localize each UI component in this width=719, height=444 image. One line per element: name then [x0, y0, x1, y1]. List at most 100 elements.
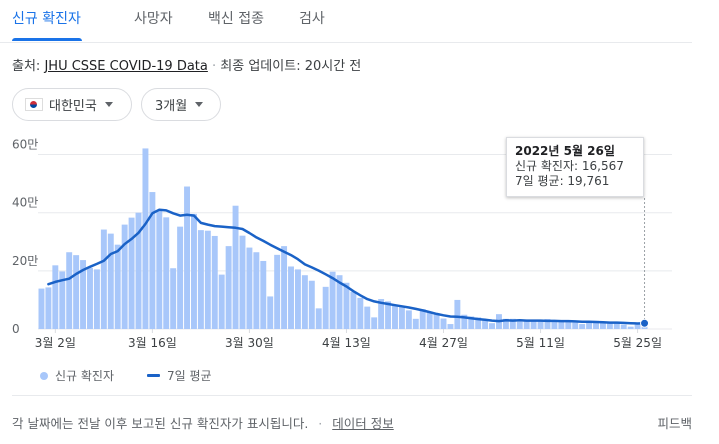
- footer-text: 각 날짜에는 전날 이후 보고된 신규 확진자가 표시됩니다.: [12, 416, 309, 431]
- feedback-link[interactable]: 피드백: [657, 416, 692, 431]
- bar: [288, 266, 294, 329]
- bar: [385, 301, 392, 329]
- x-tick-label: 5월 25일: [613, 336, 662, 350]
- tab-testing[interactable]: 검사: [299, 11, 325, 27]
- period-dropdown[interactable]: 3개월: [141, 88, 221, 121]
- bar: [315, 308, 322, 329]
- bar: [170, 268, 177, 329]
- legend-label-new-cases: 신규 확진자: [55, 369, 115, 383]
- bar: [343, 282, 350, 329]
- x-tick-label: 4월 13일: [322, 336, 371, 350]
- legend-item-new-cases: 신규 확진자: [40, 367, 114, 384]
- south-korea-flag-icon: [25, 98, 43, 111]
- bar: [128, 217, 135, 329]
- source-link[interactable]: JHU CSSE COVID-19 Data: [44, 59, 208, 74]
- tab-bar: 신규 확진자 사망자 백신 접종 검사: [0, 0, 692, 43]
- bar: [197, 230, 204, 329]
- bar: [502, 318, 509, 329]
- bar: [405, 310, 412, 329]
- bar: [301, 275, 308, 329]
- bar: [398, 306, 405, 329]
- bar: [135, 212, 142, 329]
- chevron-down-icon: [195, 102, 204, 107]
- divider: [12, 395, 692, 396]
- bar: [177, 226, 184, 329]
- y-tick-label: 0: [12, 322, 20, 336]
- y-tick-label: 60만: [12, 138, 38, 152]
- period-label: 3개월: [155, 99, 188, 114]
- bar: [392, 305, 398, 329]
- tooltip-average: 7일 평균: 19,761: [515, 174, 610, 188]
- bar: [149, 192, 156, 329]
- legend-item-average: 7일 평균: [147, 367, 212, 384]
- bar: [523, 320, 530, 329]
- bar: [613, 323, 620, 329]
- bar: [599, 322, 606, 329]
- bar: [114, 244, 121, 329]
- bar: [204, 230, 211, 329]
- bar: [281, 246, 288, 329]
- bar: [246, 247, 253, 329]
- legend-line-icon: [147, 374, 160, 377]
- bar: [52, 265, 59, 329]
- bar: [93, 269, 100, 329]
- legend-dot-icon: [40, 371, 48, 380]
- bar: [211, 235, 218, 329]
- bar: [426, 312, 433, 329]
- active-tab-indicator: [12, 38, 82, 41]
- bar: [433, 314, 440, 329]
- bar: [184, 186, 190, 329]
- bar: [191, 213, 197, 329]
- x-tick-label: 5월 11일: [516, 336, 565, 350]
- y-tick-label: 40만: [12, 196, 38, 210]
- bar: [482, 319, 489, 329]
- bar: [606, 322, 613, 329]
- tooltip-new-cases: 신규 확진자: 16,567: [515, 159, 624, 173]
- bar: [371, 317, 378, 329]
- source-separator: ·: [212, 59, 217, 74]
- bar: [537, 320, 544, 329]
- x-tick-label: 3월 30일: [225, 336, 274, 350]
- bar: [232, 205, 239, 329]
- tab-new-cases[interactable]: 신규 확진자: [12, 11, 81, 27]
- highlight-point: [640, 318, 650, 328]
- source-prefix: 출처:: [12, 59, 41, 74]
- chevron-down-icon: [104, 102, 113, 107]
- bar: [551, 320, 558, 329]
- tab-vaccinations[interactable]: 백신 접종: [208, 11, 264, 27]
- bar: [419, 309, 426, 329]
- x-tick-label: 3월 16일: [128, 336, 177, 350]
- tab-deaths[interactable]: 사망자: [134, 11, 173, 27]
- bar: [294, 269, 301, 329]
- bar: [45, 287, 52, 329]
- bar: [225, 246, 232, 329]
- bar: [364, 306, 371, 329]
- bar: [586, 321, 593, 329]
- data-info-link[interactable]: 데이터 정보: [332, 416, 394, 431]
- covid-cases-chart[interactable]: 0 20만 40만 60만 3월 2일 3월 16일 3월 30일 4월 13일 4월 27일 5…: [0, 130, 692, 355]
- chart-tooltip: 2022년 5월 26일 신규 확진자: 16,567 7일 평균: 19,76…: [506, 137, 644, 197]
- bar: [87, 267, 93, 329]
- region-dropdown[interactable]: 대한민국: [12, 88, 132, 121]
- bar: [489, 323, 495, 329]
- bar: [66, 252, 73, 329]
- footer-note: 각 날짜에는 전날 이후 보고된 신규 확진자가 표시됩니다. · 데이터 정보: [12, 413, 394, 432]
- bar: [218, 274, 225, 329]
- bar: [80, 260, 87, 329]
- bar: [558, 321, 565, 329]
- legend-label-average: 7일 평균: [167, 369, 212, 383]
- bar: [350, 291, 357, 329]
- bar: [544, 319, 551, 329]
- source-line: 출처: JHU CSSE COVID-19 Data · 최종 업데이트: 20…: [12, 55, 361, 74]
- bar: [336, 275, 343, 329]
- bar: [156, 210, 163, 329]
- bar: [308, 280, 315, 329]
- bar: [461, 314, 468, 329]
- bar: [73, 255, 80, 329]
- bar: [447, 324, 454, 329]
- bar: [378, 299, 385, 329]
- bar: [572, 322, 579, 329]
- x-tick-label: 3월 2일: [35, 336, 76, 350]
- bar: [107, 233, 114, 329]
- bar: [253, 252, 260, 329]
